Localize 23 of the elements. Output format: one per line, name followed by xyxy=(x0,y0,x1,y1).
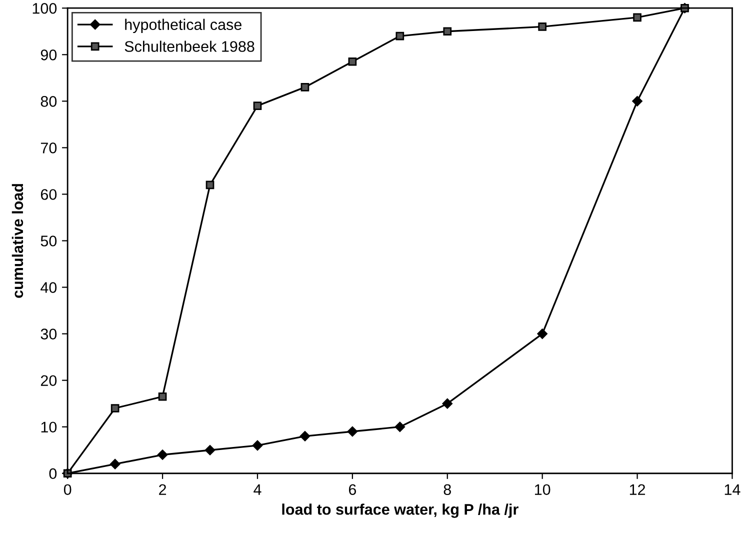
y-tick-label: 10 xyxy=(41,422,57,433)
y-tick-label: 30 xyxy=(40,328,57,340)
y-tick-label: 20 xyxy=(40,375,57,386)
y-tick-label: 0 xyxy=(49,468,57,480)
legend-label: Schultenbeek 1988 xyxy=(124,40,254,52)
x-tick-label: 6 xyxy=(348,484,356,496)
y-tick-label: 60 xyxy=(40,189,57,200)
legend-label: hypothetical case xyxy=(125,18,242,34)
x-axis-title: load to surface water, kg P /ha /jr xyxy=(282,504,518,518)
y-tick-label: 90 xyxy=(40,50,57,60)
y-tick-label: 40 xyxy=(40,282,57,293)
x-tick-label: 14 xyxy=(724,484,740,495)
y-tick-label: 70 xyxy=(40,142,57,154)
x-tick-label: 8 xyxy=(444,484,451,496)
y-tick-label: 80 xyxy=(40,96,57,107)
y-axis-title: cumulative load xyxy=(12,184,24,298)
x-tick-label: 12 xyxy=(630,484,646,495)
x-tick-label: 4 xyxy=(254,484,262,495)
y-tick-label: 100 xyxy=(32,2,57,14)
x-tick-label: 2 xyxy=(159,484,166,495)
x-tick-label: 10 xyxy=(535,484,550,496)
x-tick-label: 0 xyxy=(64,484,72,496)
y-tick-label: 50 xyxy=(40,236,57,246)
